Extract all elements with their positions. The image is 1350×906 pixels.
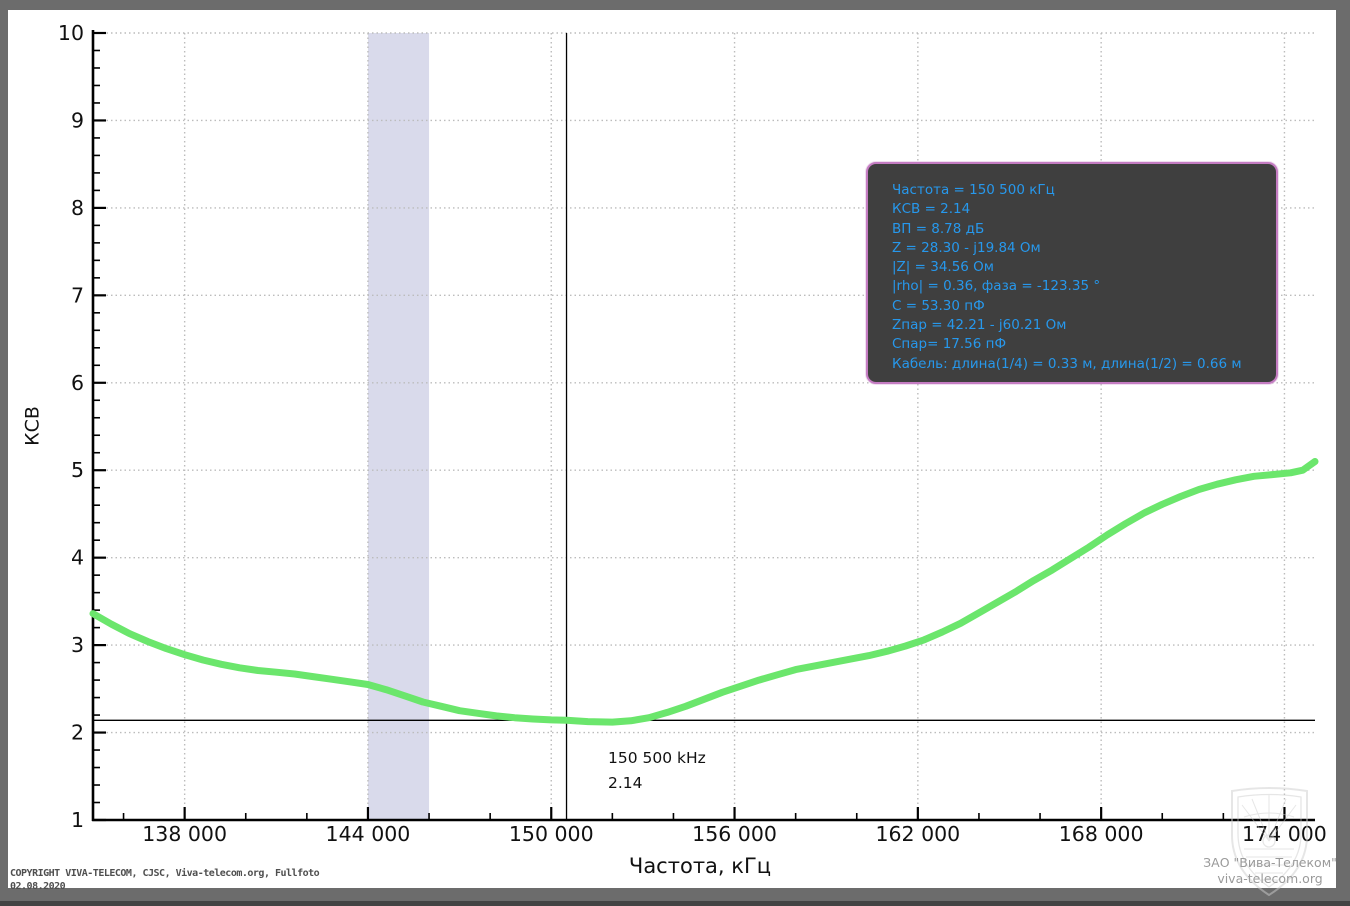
tooltip-parallel-impedance: Zпар = 42.21 - j60.21 Ом xyxy=(892,317,1067,334)
x-tick-label: 138 000 xyxy=(142,822,227,846)
window-bottom-edge xyxy=(0,901,1350,906)
x-tick-label: 150 000 xyxy=(509,822,594,846)
tooltip-cable-lengths: Кабель: длина(1/4) = 0.33 м, длина(1/2) … xyxy=(892,355,1242,372)
copyright-line: COPYRIGHT VIVA-TELECOM, CJSC, Viva-telec… xyxy=(10,868,320,879)
tooltip-impedance-magnitude: |Z| = 34.56 Ом xyxy=(892,259,994,276)
y-tick-label: 5 xyxy=(71,458,84,482)
x-tick-label: 156 000 xyxy=(692,822,777,846)
x-tick-label: 144 000 xyxy=(326,822,411,846)
y-tick-label: 10 xyxy=(58,21,84,45)
y-tick-label: 1 xyxy=(71,808,84,832)
tooltip-parallel-capacitance: Спар= 17.56 пФ xyxy=(892,336,1007,353)
tooltip-capacitance: C = 53.30 пФ xyxy=(892,297,985,314)
y-axis-title: КСВ xyxy=(21,406,44,446)
watermark-url: viva-telecom.org xyxy=(1217,871,1323,886)
tooltip-impedance: Z = 28.30 - j19.84 Ом xyxy=(892,239,1041,256)
y-tick-label: 3 xyxy=(71,633,84,657)
watermark-shield-icon xyxy=(1231,787,1308,897)
x-tick-label: 162 000 xyxy=(875,822,960,846)
marker-readout: 150 500 kHz 2.14 xyxy=(608,746,706,796)
y-tick-label: 2 xyxy=(71,721,84,745)
y-tick-label: 4 xyxy=(71,546,84,570)
y-tick-label: 9 xyxy=(71,108,84,132)
y-tick-label: 7 xyxy=(71,283,84,307)
copyright-date: 02.08.2020 xyxy=(10,881,66,892)
tooltip-frequency: Частота = 150 500 кГц xyxy=(892,182,1055,198)
x-tick-label: 168 000 xyxy=(1059,822,1144,846)
x-tick-label: 174 000 xyxy=(1242,822,1327,846)
vswr-curve xyxy=(89,458,1319,726)
marker-frequency-label: 150 500 kHz xyxy=(608,749,706,767)
watermark-company: ЗАО "Вива-Телеком" xyxy=(1203,855,1337,870)
x-axis-title: Частота, кГц xyxy=(628,854,772,878)
chart-panel: 1 2 3 4 5 6 7 8 9 10 138 000 144 000 150 000 156 000 1… xyxy=(8,10,1336,888)
tooltip-vswr: КСВ = 2.14 xyxy=(892,201,971,218)
y-tick-label: 6 xyxy=(71,371,84,395)
tooltip-rho-phase: |rho| = 0.36, фаза = -123.35 ° xyxy=(892,278,1101,295)
vswr-chart-plot[interactable]: 1 2 3 4 5 6 7 8 9 10 138 000 144 000 150 000 156 000 1… xyxy=(8,10,1336,888)
tooltip-return-loss: ВП = 8.78 дБ xyxy=(892,220,985,237)
marker-vswr-label: 2.14 xyxy=(608,774,643,792)
measurement-tooltip: Частота = 150 500 кГц КСВ = 2.14 ВП = 8.… xyxy=(866,162,1278,384)
y-tick-label: 8 xyxy=(71,196,84,220)
